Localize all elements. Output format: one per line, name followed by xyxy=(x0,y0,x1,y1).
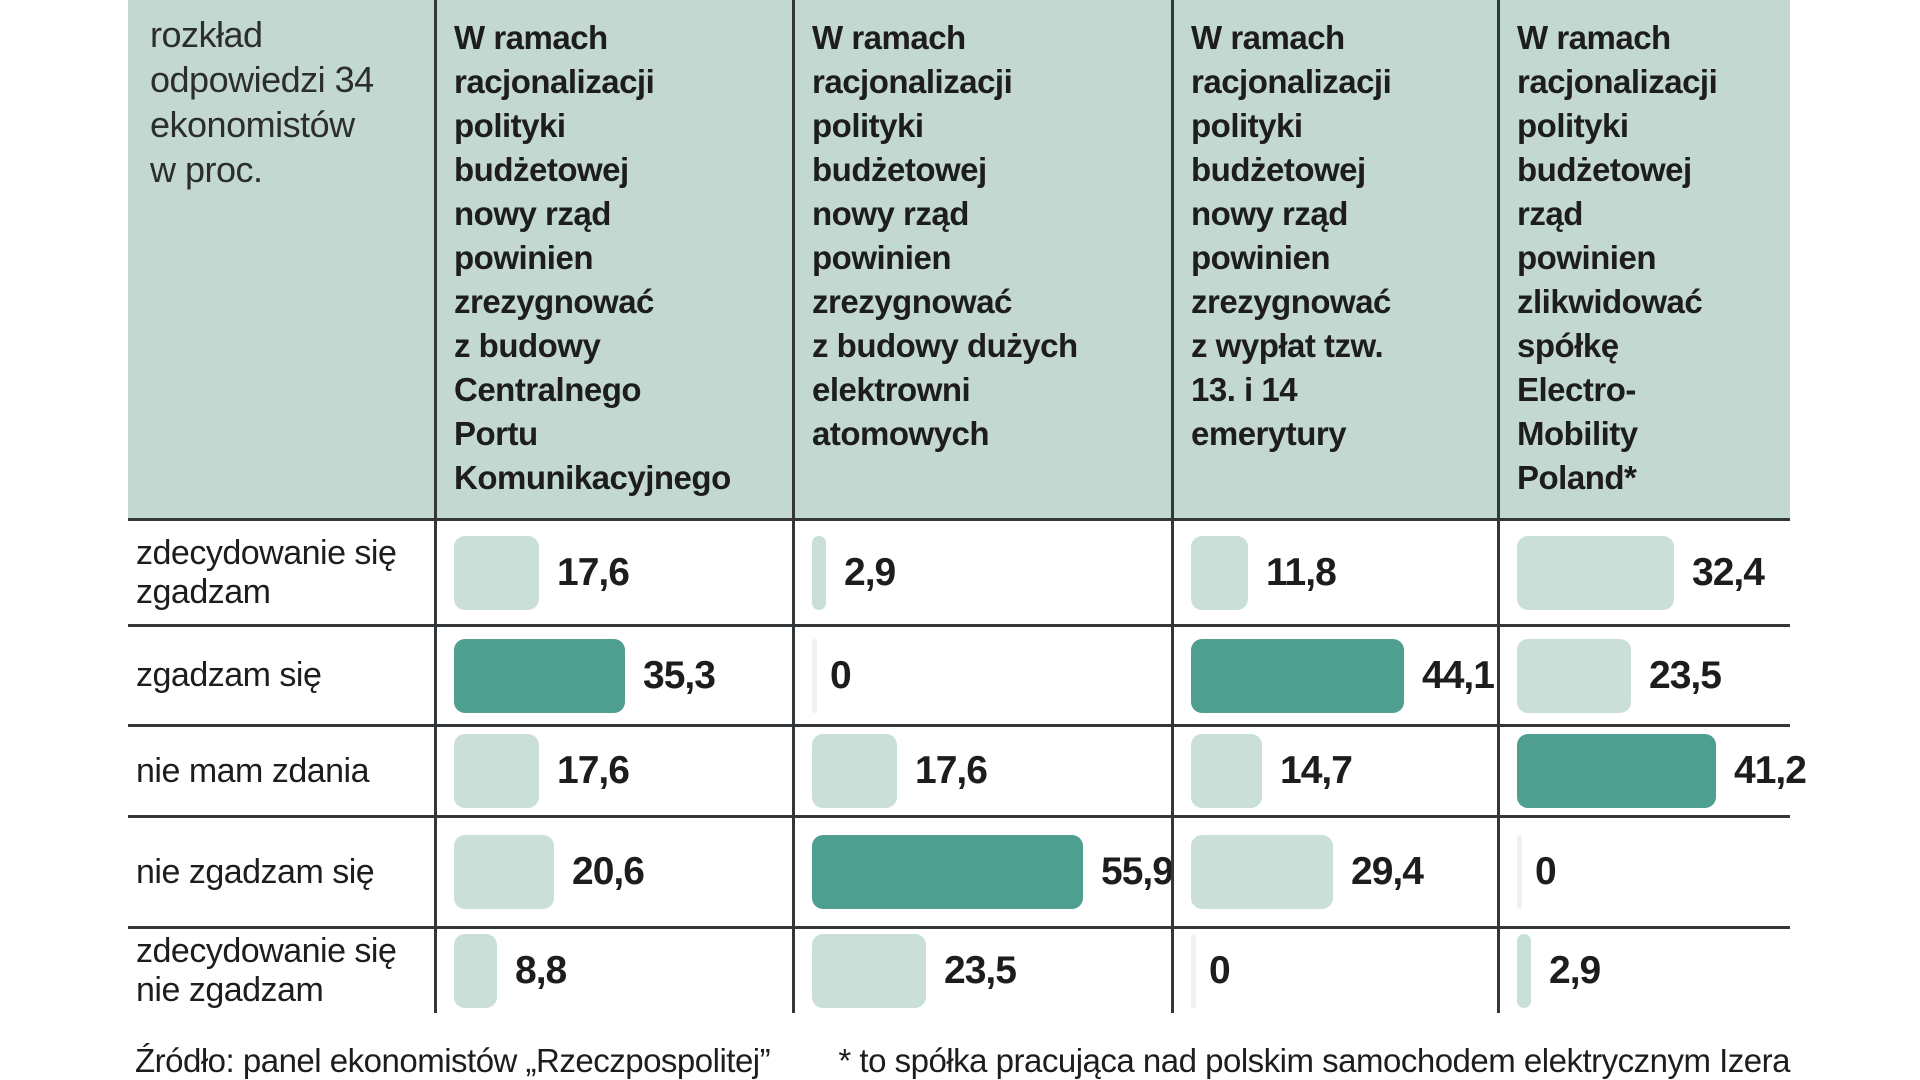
table-cell: 55,9 xyxy=(792,815,1174,926)
bar xyxy=(1191,835,1333,909)
table-cell: 29,4 xyxy=(1171,815,1497,926)
table-cell: 17,6 xyxy=(792,724,1171,815)
question-text: W ramach racjonalizacji polityki budżeto… xyxy=(454,19,731,496)
value-label: 23,5 xyxy=(944,949,1017,992)
bar xyxy=(812,638,817,713)
bar xyxy=(1191,535,1248,610)
table-cell: 11,8 xyxy=(1171,518,1497,624)
table-cell: 2,9 xyxy=(792,518,1171,624)
value-label: 0 xyxy=(830,653,852,697)
bar xyxy=(454,638,625,713)
value-label: 17,6 xyxy=(557,749,630,792)
table-cell: 2,9 xyxy=(1497,926,1790,1013)
source-note: Źródło: panel ekonomistów „Rzeczpospolit… xyxy=(135,1042,771,1079)
question-text: W ramach racjonalizacji polityki budżeto… xyxy=(1191,19,1392,452)
table-cell: 44,1 xyxy=(1171,624,1497,724)
bar xyxy=(454,535,539,610)
bar xyxy=(454,835,554,909)
question-text: W ramach racjonalizacji polityki budżeto… xyxy=(812,19,1078,452)
value-label: 32,4 xyxy=(1692,550,1765,594)
bar xyxy=(1191,934,1196,1008)
table-unit-note: rozkład odpowiedzi 34 ekonomistów w proc… xyxy=(150,14,374,190)
value-label: 0 xyxy=(1535,850,1557,893)
footnote: * to spółka pracująca nad polskim samoch… xyxy=(838,1042,1790,1079)
table-cell: 23,5 xyxy=(1497,624,1790,724)
question-text: W ramach racjonalizacji polityki budżeto… xyxy=(1517,19,1718,496)
value-label: 17,6 xyxy=(557,550,630,594)
bar xyxy=(1517,934,1531,1008)
table-cell: 8,8 xyxy=(434,926,792,1013)
row-label: zdecydowanie się zgadzam xyxy=(128,518,434,624)
table-cell: 17,6 xyxy=(434,724,792,815)
bar xyxy=(1191,638,1404,713)
table-cell: 14,7 xyxy=(1171,724,1497,815)
value-label: 20,6 xyxy=(572,850,645,893)
bar xyxy=(812,734,897,808)
bar xyxy=(1517,734,1716,808)
value-label: 2,9 xyxy=(844,550,896,594)
bar xyxy=(454,734,539,808)
value-label: 35,3 xyxy=(643,653,716,697)
value-label: 8,8 xyxy=(515,949,567,992)
value-label: 11,8 xyxy=(1266,550,1337,594)
table-cell: 23,5 xyxy=(792,926,1171,1013)
table-cell: 17,6 xyxy=(434,518,792,624)
question-header-cpk: W ramach racjonalizacji polityki budżeto… xyxy=(434,0,792,518)
table-cell: 0 xyxy=(1497,815,1790,926)
row-label: zgadzam się xyxy=(128,624,434,724)
value-label: 14,7 xyxy=(1280,749,1353,792)
row-label: nie mam zdania xyxy=(128,724,434,815)
table-cell: 41,2 xyxy=(1497,724,1807,815)
value-label: 0 xyxy=(1209,949,1231,992)
table-corner-cell: rozkład odpowiedzi 34 ekonomistów w proc… xyxy=(128,0,434,518)
bar xyxy=(812,835,1083,909)
value-label: 29,4 xyxy=(1351,850,1424,893)
row-label: nie zgadzam się xyxy=(128,815,434,926)
row-label: zdecydowanie się nie zgadzam xyxy=(128,926,434,1013)
bar xyxy=(812,934,926,1008)
question-header-pensions: W ramach racjonalizacji polityki budżeto… xyxy=(1171,0,1497,518)
value-label: 44,1 xyxy=(1422,653,1495,697)
question-header-nuclear: W ramach racjonalizacji polityki budżeto… xyxy=(792,0,1171,518)
value-label: 23,5 xyxy=(1649,653,1722,697)
table-cell: 0 xyxy=(792,624,1171,724)
question-header-electromobility: W ramach racjonalizacji polityki budżeto… xyxy=(1497,0,1790,518)
bar xyxy=(1517,638,1631,713)
table-cell: 20,6 xyxy=(434,815,792,926)
bar xyxy=(812,535,826,610)
table-cell: 32,4 xyxy=(1497,518,1790,624)
bar xyxy=(1517,535,1674,610)
value-label: 17,6 xyxy=(915,749,988,792)
table-cell: 35,3 xyxy=(434,624,792,724)
survey-table: rozkład odpowiedzi 34 ekonomistów w proc… xyxy=(128,0,1807,1013)
bar xyxy=(1517,835,1522,909)
value-label: 2,9 xyxy=(1549,949,1601,992)
bar xyxy=(1191,734,1262,808)
table-cell: 0 xyxy=(1171,926,1497,1013)
value-label: 41,2 xyxy=(1734,749,1807,792)
value-label: 55,9 xyxy=(1101,850,1174,893)
bar xyxy=(454,934,497,1008)
